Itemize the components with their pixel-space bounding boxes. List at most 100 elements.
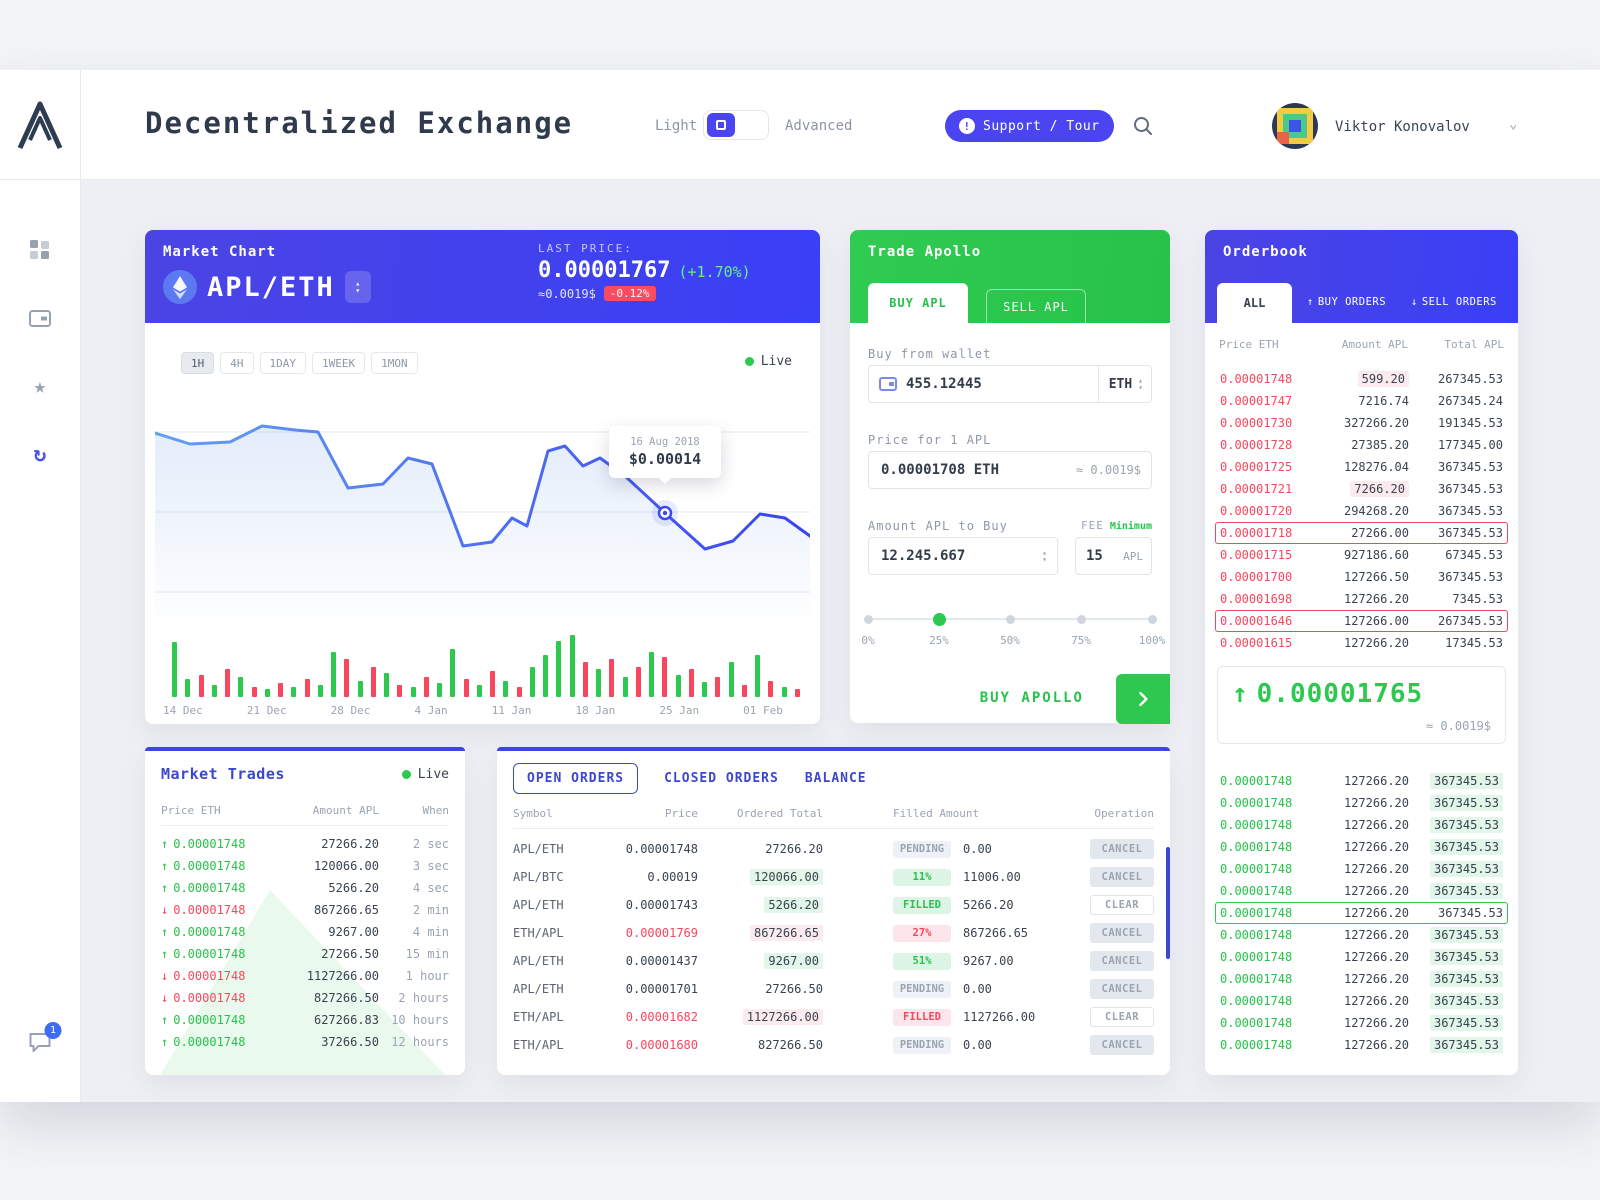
x-axis-label: 25 Jan [659, 704, 700, 717]
trade-direction-icon: ↓ [161, 969, 169, 983]
trade-amount: 9267.00 [328, 925, 379, 939]
orderbook-buy-row[interactable]: 0.00001748 127266.20 367345.53 [1215, 968, 1508, 990]
range-pill-1mon[interactable]: 1MON [371, 352, 418, 374]
arrow-down-icon: ↓ [1411, 296, 1418, 308]
cancel-button[interactable]: CANCEL [1090, 923, 1154, 943]
clear-button[interactable]: CLEAR [1090, 1007, 1154, 1027]
orderbook-sell-row[interactable]: 0.00001720 294268.20 367345.53 [1215, 500, 1508, 522]
chat-button[interactable]: 1 [28, 1022, 62, 1058]
slider-dot-75%[interactable] [1076, 615, 1086, 624]
mode-toggle[interactable] [703, 110, 769, 140]
orderbook-buy-row[interactable]: 0.00001748 127266.20 367345.53 [1215, 990, 1508, 1012]
orderbook-sell-row[interactable]: 0.00001698 127266.20 7345.53 [1215, 588, 1508, 610]
cancel-button[interactable]: CANCEL [1090, 979, 1154, 999]
orderbook-sell-row[interactable]: 0.00001728 27385.20 177345.00 [1215, 434, 1508, 456]
slider-label-75%: 75% [1071, 634, 1091, 647]
orderbook-buy-row[interactable]: 0.00001748 127266.20 367345.53 [1215, 770, 1508, 792]
orderbook-buy-row[interactable]: 0.00001748 127266.20 367345.53 [1215, 946, 1508, 968]
volume-bar [238, 677, 244, 697]
volume-bar [384, 673, 389, 697]
sync-icon[interactable]: ↻ [33, 441, 47, 466]
tab-sell-orders[interactable]: ↓ SELL ORDERS [1411, 296, 1497, 308]
clear-button[interactable]: CLEAR [1090, 895, 1154, 915]
range-pill-1day[interactable]: 1DAY [259, 352, 306, 374]
tab-closed-orders[interactable]: CLOSED ORDERS [664, 771, 779, 786]
orderbook-title: Orderbook [1223, 244, 1308, 260]
order-amount: 127266.20 [1343, 906, 1409, 920]
orderbook-buy-row[interactable]: 0.00001748 127266.20 367345.53 [1215, 902, 1508, 924]
tab-sell-apl[interactable]: SELL APL [986, 289, 1086, 323]
pair-selector[interactable]: ▴ ▾ [344, 271, 371, 303]
dashboard-icon[interactable] [28, 238, 52, 262]
order-price: 0.00001718 [1220, 526, 1293, 540]
price-input[interactable]: 0.00001708 ETH ≈ 0.0019$ [868, 451, 1152, 489]
range-pill-4h[interactable]: 4H [220, 352, 254, 374]
wallet-icon[interactable] [28, 306, 52, 330]
chat-unread-badge: 1 [44, 1022, 62, 1039]
orderbook-buy-row[interactable]: 0.00001748 127266.20 367345.53 [1215, 814, 1508, 836]
orderbook-sell-row[interactable]: 0.00001715 927186.60 67345.53 [1215, 544, 1508, 566]
buy-apollo-button[interactable] [1116, 674, 1170, 724]
slider-dot-0%[interactable] [863, 615, 873, 624]
cancel-button[interactable]: CANCEL [1090, 1035, 1154, 1055]
user-avatar[interactable] [1272, 103, 1318, 149]
buy-apollo-label[interactable]: BUY APOLLO [979, 690, 1084, 706]
support-tour-button[interactable]: ! Support / Tour [945, 110, 1114, 142]
chevron-down-icon[interactable]: ⌄ [1509, 116, 1518, 132]
search-button[interactable] [1133, 116, 1153, 140]
orderbook-sell-row[interactable]: 0.00001718 27266.00 367345.53 [1215, 522, 1508, 544]
amount-percent-slider[interactable]: 0% 25% 50% 75% 100% [861, 608, 1165, 647]
currency-dropdown[interactable]: ▴ ▾ [1138, 376, 1143, 392]
orders-tabs: OPEN ORDERS CLOSED ORDERS BALANCE [513, 763, 867, 794]
app-logo[interactable] [0, 70, 80, 180]
trade-row: ↑ 0.00001748 27266.50 15 min [145, 943, 465, 965]
order-price: 0.00001730 [1220, 416, 1293, 430]
slider-dot-50%[interactable] [1005, 615, 1015, 624]
tab-all-orders[interactable]: ALL [1217, 283, 1292, 323]
orderbook-buy-row[interactable]: 0.00001748 127266.20 367345.53 [1215, 1034, 1508, 1056]
cancel-button[interactable]: CANCEL [1090, 839, 1154, 859]
amount-stepper[interactable]: ▴ ▾ [1042, 548, 1047, 564]
orderbook-sell-row[interactable]: 0.00001721 7266.20 367345.53 [1215, 478, 1508, 500]
fee-input[interactable]: 15 APL [1075, 537, 1152, 575]
col-total-apl: Total APL [1444, 338, 1504, 351]
volume-bar [635, 667, 641, 697]
order-total: 267345.53 [1437, 372, 1503, 386]
page-title: Decentralized Exchange [145, 106, 574, 140]
orderbook-sell-row[interactable]: 0.00001725 128276.04 367345.53 [1215, 456, 1508, 478]
volume-bar [662, 657, 668, 697]
volume-bar [172, 642, 177, 697]
slider-dot-100%[interactable] [1147, 615, 1157, 624]
orderbook-sell-row[interactable]: 0.00001747 7216.74 267345.24 [1215, 390, 1508, 412]
range-pill-1h[interactable]: 1H [181, 352, 215, 374]
orderbook-buy-row[interactable]: 0.00001748 127266.20 367345.53 [1215, 858, 1508, 880]
cancel-button[interactable]: CANCEL [1090, 951, 1154, 971]
orderbook-sell-row[interactable]: 0.00001748 599.20 267345.53 [1215, 368, 1508, 390]
orderbook-sell-row[interactable]: 0.00001700 127266.50 367345.53 [1215, 566, 1508, 588]
orderbook-buy-row[interactable]: 0.00001748 127266.20 367345.53 [1215, 836, 1508, 858]
market-trades-column-headers: Price ETH Amount APL When [161, 804, 449, 826]
orderbook-sell-row[interactable]: 0.00001646 127266.00 267345.53 [1215, 610, 1508, 632]
range-pill-1week[interactable]: 1WEEK [312, 352, 366, 374]
amount-input[interactable]: 12.245.667 ▴ ▾ [868, 537, 1058, 575]
tab-buy-apl[interactable]: BUY APL [868, 283, 968, 323]
slider-dot-25%[interactable] [932, 613, 946, 626]
volume-bar [609, 659, 615, 697]
orders-scrollbar[interactable] [1166, 847, 1170, 959]
volume-bar [596, 669, 601, 697]
orderbook-buy-row[interactable]: 0.00001748 127266.20 367345.53 [1215, 792, 1508, 814]
orderbook-buy-row[interactable]: 0.00001748 127266.20 367345.53 [1215, 1012, 1508, 1034]
orderbook-buy-row[interactable]: 0.00001748 127266.20 367345.53 [1215, 880, 1508, 902]
wallet-amount-input[interactable]: 455.12445 ETH ▴ ▾ [868, 365, 1152, 403]
orderbook-buy-row[interactable]: 0.00001748 127266.20 367345.53 [1215, 924, 1508, 946]
orderbook-sell-row[interactable]: 0.00001615 127266.20 17345.53 [1215, 632, 1508, 654]
orderbook-sell-row[interactable]: 0.00001730 327266.20 191345.53 [1215, 412, 1508, 434]
cancel-button[interactable]: CANCEL [1090, 867, 1154, 887]
tab-balance[interactable]: BALANCE [804, 771, 867, 786]
tab-open-orders[interactable]: OPEN ORDERS [513, 763, 639, 794]
price-chart[interactable] [153, 376, 812, 632]
tab-buy-orders[interactable]: ↑ BUY ORDERS [1307, 296, 1386, 308]
favorites-star-icon[interactable]: ★ [33, 373, 47, 398]
order-filled-amount: 9267.00 [963, 954, 1014, 968]
user-name[interactable]: Viktor Konovalov [1335, 119, 1470, 135]
